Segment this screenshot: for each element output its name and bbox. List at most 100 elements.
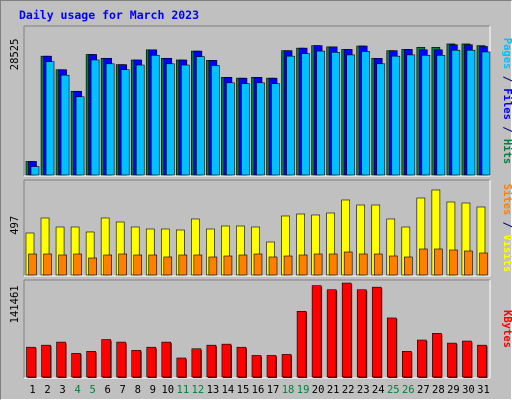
panel-legend: Sites / Visits — [501, 184, 512, 273]
bar-kbytes-day-5 — [86, 351, 96, 378]
y-tick-label: 141461 — [9, 285, 21, 323]
x-tick-label-16: 16 — [252, 384, 265, 396]
bar-sites-day-6 — [103, 254, 112, 276]
bar-pages-day-22 — [346, 54, 355, 176]
bar-pages-day-14 — [226, 82, 235, 176]
bar-pages-day-17 — [271, 83, 280, 176]
bar-kbytes-day-8 — [131, 350, 142, 378]
bar-kbytes-day-27 — [417, 339, 427, 378]
x-tick-label-15: 15 — [237, 384, 250, 396]
bar-sites-day-17 — [268, 256, 278, 276]
bar-sites-day-27 — [419, 248, 428, 276]
y-tick-label: 28525 — [9, 39, 21, 71]
x-tick-label-17: 17 — [267, 384, 280, 396]
bar-sites-day-10 — [163, 256, 173, 276]
legend-entry: / — [501, 215, 512, 234]
x-tick-label-20: 20 — [312, 384, 325, 396]
bar-sites-day-29 — [449, 249, 458, 276]
bar-sites-day-3 — [58, 254, 67, 276]
x-tick-label-7: 7 — [120, 384, 126, 396]
bar-pages-day-3 — [60, 74, 70, 176]
legend-entry: Visits — [501, 234, 512, 272]
bar-sites-day-31 — [479, 252, 488, 276]
bar-pages-day-10 — [165, 63, 175, 176]
bar-kbytes-day-31 — [477, 344, 487, 378]
x-tick-label-10: 10 — [161, 384, 174, 396]
x-tick-label-21: 21 — [327, 384, 340, 396]
legend-entry: / — [501, 120, 512, 139]
x-tick-label-12: 12 — [192, 384, 205, 396]
bar-pages-day-7 — [120, 69, 130, 176]
bar-kbytes-day-4 — [71, 353, 81, 378]
bar-kbytes-day-6 — [101, 339, 111, 378]
panel-legend: Pages / Files / Hits — [501, 38, 512, 164]
bar-pages-day-28 — [436, 55, 446, 176]
bar-kbytes-day-3 — [56, 341, 66, 378]
legend-entry: KBytes — [501, 310, 512, 348]
bar-kbytes-day-18 — [281, 354, 292, 378]
bar-kbytes-day-20 — [311, 285, 322, 378]
x-tick-label-3: 3 — [59, 384, 65, 396]
x-tick-label-22: 22 — [342, 384, 355, 396]
bar-kbytes-day-19 — [296, 310, 307, 378]
bar-sites-day-30 — [464, 250, 473, 276]
bar-kbytes-day-2 — [41, 344, 51, 378]
bar-sites-day-11 — [178, 254, 188, 276]
legend-entry: Sites — [501, 184, 512, 216]
x-tick-label-30: 30 — [462, 384, 475, 396]
x-tick-label-31: 31 — [477, 384, 490, 396]
legend-entry: Files — [501, 88, 512, 120]
bar-kbytes-day-14 — [221, 343, 232, 378]
bar-pages-day-5 — [90, 59, 100, 176]
legend-entry: Hits — [501, 139, 512, 164]
bar-sites-day-5 — [88, 257, 97, 276]
bar-pages-day-13 — [211, 65, 220, 176]
chart-title: Daily usage for March 2023 — [19, 8, 199, 22]
bar-kbytes-day-1 — [26, 346, 36, 378]
panel-kbytes: 141461 KBytes — [9, 279, 512, 379]
bar-pages-day-2 — [45, 61, 55, 176]
bar-kbytes-day-28 — [432, 333, 442, 378]
panel-legend: KBytes — [501, 310, 512, 348]
x-tick-label-13: 13 — [207, 384, 220, 396]
bar-sites-day-22 — [343, 251, 353, 276]
bar-pages-day-4 — [75, 96, 85, 176]
bar-sites-day-20 — [313, 253, 323, 276]
panel-pages-files-hits: 28525 Pages / Files / Hits — [9, 25, 512, 177]
bar-kbytes-day-7 — [116, 341, 126, 378]
bar-pages-day-23 — [361, 51, 371, 176]
bar-kbytes-day-9 — [146, 346, 157, 378]
bar-pages-day-11 — [181, 64, 190, 176]
bar-sites-day-1 — [28, 253, 37, 276]
bar-sites-day-8 — [133, 254, 143, 276]
bar-kbytes-day-10 — [161, 341, 172, 378]
legend-entry: Pages — [501, 38, 512, 70]
bar-sites-day-13 — [208, 256, 218, 276]
bar-pages-day-18 — [286, 55, 295, 176]
bar-kbytes-day-24 — [371, 286, 382, 378]
bar-sites-day-28 — [434, 248, 443, 276]
x-tick-label-1: 1 — [29, 384, 35, 396]
chart-panels: 28525 Pages / Files / Hits 497 Sites / Visi… — [9, 25, 512, 379]
bar-kbytes-day-13 — [206, 344, 217, 378]
x-axis-labels: 1 2 3 4 5 6 7 8 9 10 11 12 13 14 15 16 17 18 19 20 21 22 23 24 2… — [29, 384, 489, 396]
bar-sites-day-16 — [253, 253, 263, 276]
bar-kbytes-day-29 — [447, 342, 457, 378]
bar-pages-day-16 — [256, 82, 265, 176]
x-tick-label-19: 19 — [297, 384, 310, 396]
bar-pages-day-29 — [451, 49, 461, 176]
x-tick-label-27: 27 — [417, 384, 430, 396]
x-tick-label-29: 29 — [447, 384, 460, 396]
bar-kbytes-day-26 — [402, 351, 412, 378]
x-tick-label-6: 6 — [105, 384, 111, 396]
bar-kbytes-day-17 — [266, 355, 277, 378]
bar-sites-day-4 — [73, 253, 82, 276]
x-tick-label-18: 18 — [282, 384, 295, 396]
x-tick-label-5: 5 — [89, 384, 95, 396]
x-tick-label-4: 4 — [74, 384, 80, 396]
bar-pages-day-21 — [331, 52, 340, 176]
bar-pages-day-20 — [316, 50, 325, 176]
bar-pages-day-1 — [30, 166, 40, 176]
bar-pages-day-26 — [406, 54, 416, 176]
bar-pages-day-9 — [150, 55, 160, 176]
